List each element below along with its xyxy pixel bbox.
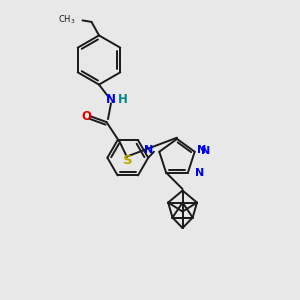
Text: N: N: [106, 93, 116, 106]
Text: N: N: [144, 145, 153, 155]
Text: CH$_3$: CH$_3$: [58, 13, 76, 26]
Text: H: H: [118, 93, 127, 106]
Text: N: N: [194, 168, 204, 178]
Text: N: N: [197, 145, 206, 155]
Text: O: O: [81, 110, 92, 123]
Text: S: S: [123, 154, 132, 167]
Text: N: N: [201, 146, 211, 156]
